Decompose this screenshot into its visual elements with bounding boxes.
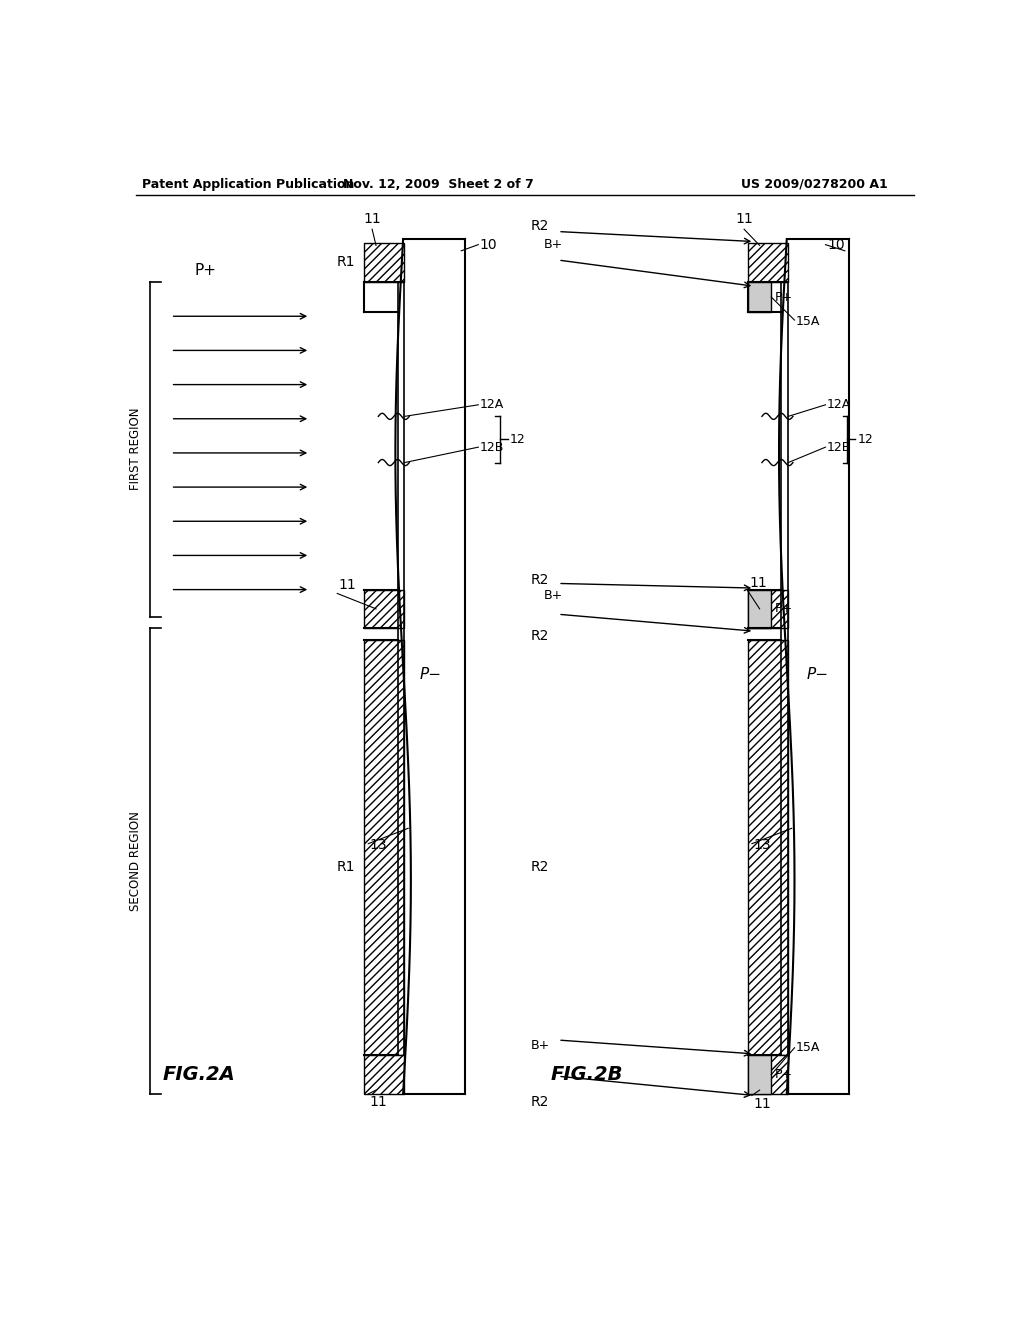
Text: US 2009/0278200 A1: US 2009/0278200 A1 bbox=[740, 178, 888, 190]
Text: R1: R1 bbox=[337, 859, 355, 874]
Text: 12B: 12B bbox=[480, 441, 504, 454]
Text: R2: R2 bbox=[531, 1094, 549, 1109]
Text: 12A: 12A bbox=[827, 399, 851, 412]
Text: 11: 11 bbox=[364, 213, 381, 226]
Text: FIRST REGION: FIRST REGION bbox=[129, 408, 142, 490]
Bar bbox=[365, 243, 404, 281]
Text: R2: R2 bbox=[531, 859, 549, 874]
Text: R2: R2 bbox=[531, 573, 549, 587]
Text: P+: P+ bbox=[774, 1068, 793, 1081]
Text: 12: 12 bbox=[510, 433, 526, 446]
Bar bbox=[365, 590, 404, 628]
Bar bbox=[748, 590, 787, 628]
Text: 11: 11 bbox=[370, 1096, 387, 1110]
Text: 12B: 12B bbox=[827, 441, 851, 454]
Text: B+: B+ bbox=[531, 1039, 550, 1052]
Text: R2: R2 bbox=[531, 219, 549, 234]
Text: Nov. 12, 2009  Sheet 2 of 7: Nov. 12, 2009 Sheet 2 of 7 bbox=[343, 178, 534, 190]
Text: 11: 11 bbox=[754, 1097, 771, 1111]
Bar bbox=[748, 590, 771, 628]
Text: 12: 12 bbox=[857, 433, 873, 446]
Text: 10: 10 bbox=[827, 238, 845, 252]
Text: B+: B+ bbox=[544, 238, 563, 251]
Text: 13: 13 bbox=[370, 838, 387, 853]
Text: P+: P+ bbox=[774, 290, 793, 304]
Text: P−: P− bbox=[419, 667, 441, 682]
Text: 13: 13 bbox=[754, 838, 771, 853]
Bar bbox=[748, 281, 771, 313]
Text: 15A: 15A bbox=[796, 1041, 820, 1055]
Bar bbox=[365, 1056, 404, 1094]
Bar bbox=[365, 640, 404, 1056]
Text: P−: P− bbox=[807, 667, 828, 682]
Text: 11: 11 bbox=[750, 576, 767, 590]
Bar bbox=[748, 243, 787, 281]
Text: 11: 11 bbox=[339, 578, 356, 591]
Text: R1: R1 bbox=[337, 255, 355, 269]
Text: SECOND REGION: SECOND REGION bbox=[129, 810, 142, 911]
Text: FIG.2B: FIG.2B bbox=[550, 1065, 623, 1084]
Text: 10: 10 bbox=[480, 238, 498, 252]
Text: P+: P+ bbox=[774, 602, 793, 615]
Text: 12A: 12A bbox=[480, 399, 504, 412]
Text: B+: B+ bbox=[544, 589, 563, 602]
Text: 11: 11 bbox=[735, 213, 753, 226]
Text: R2: R2 bbox=[531, 628, 549, 643]
Text: P+: P+ bbox=[195, 263, 216, 277]
Text: 15A: 15A bbox=[796, 315, 820, 329]
Bar bbox=[748, 1056, 787, 1094]
Bar bbox=[748, 640, 787, 1056]
Text: Patent Application Publication: Patent Application Publication bbox=[142, 178, 354, 190]
Bar bbox=[748, 1056, 771, 1094]
Text: FIG.2A: FIG.2A bbox=[163, 1065, 236, 1084]
